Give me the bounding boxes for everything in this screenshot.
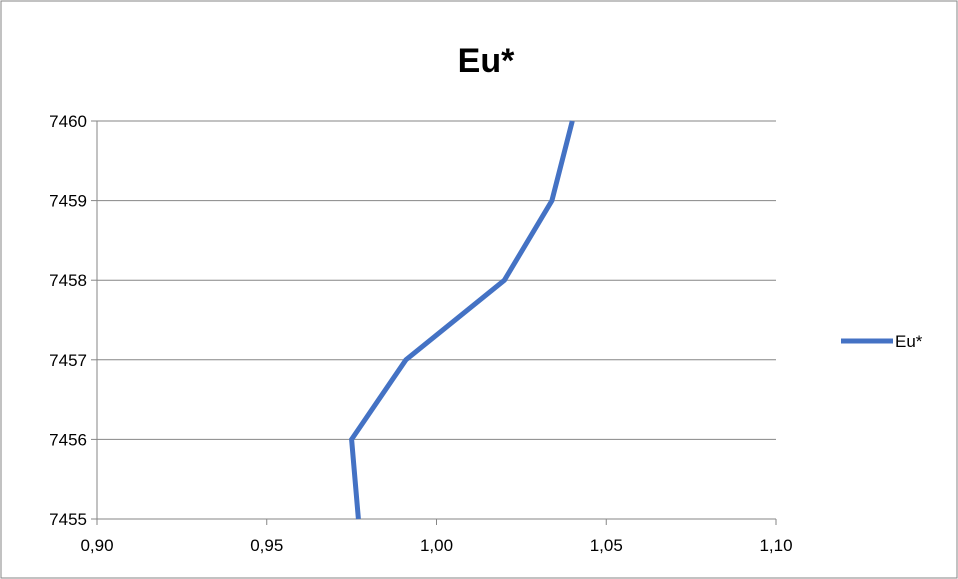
y-tick-label: 7457: [49, 351, 87, 370]
legend-label: Eu*: [895, 332, 923, 351]
x-tick-label: 0,95: [250, 536, 283, 555]
y-tick-label: 7460: [49, 112, 87, 131]
x-tick-label: 1,00: [420, 536, 453, 555]
series-layer: [349, 120, 575, 520]
x-tick-label: 1,10: [759, 536, 792, 555]
x-tick-label: 0,90: [80, 536, 113, 555]
gridlines: [97, 120, 776, 520]
y-tick-label: 7456: [49, 430, 87, 449]
x-tick-label: 1,05: [590, 536, 623, 555]
y-tick-label: 7455: [49, 510, 87, 529]
y-tick-label: 7458: [49, 271, 87, 290]
chart-title: Eu*: [458, 42, 515, 80]
y-tick-label: 7459: [49, 192, 87, 211]
legend: Eu*: [841, 332, 923, 351]
series-line-eu: [349, 120, 575, 520]
axes: 7455 7456 7457 7458 7459 7460 0,90 0,95 1,00 1,05…: [49, 112, 792, 555]
